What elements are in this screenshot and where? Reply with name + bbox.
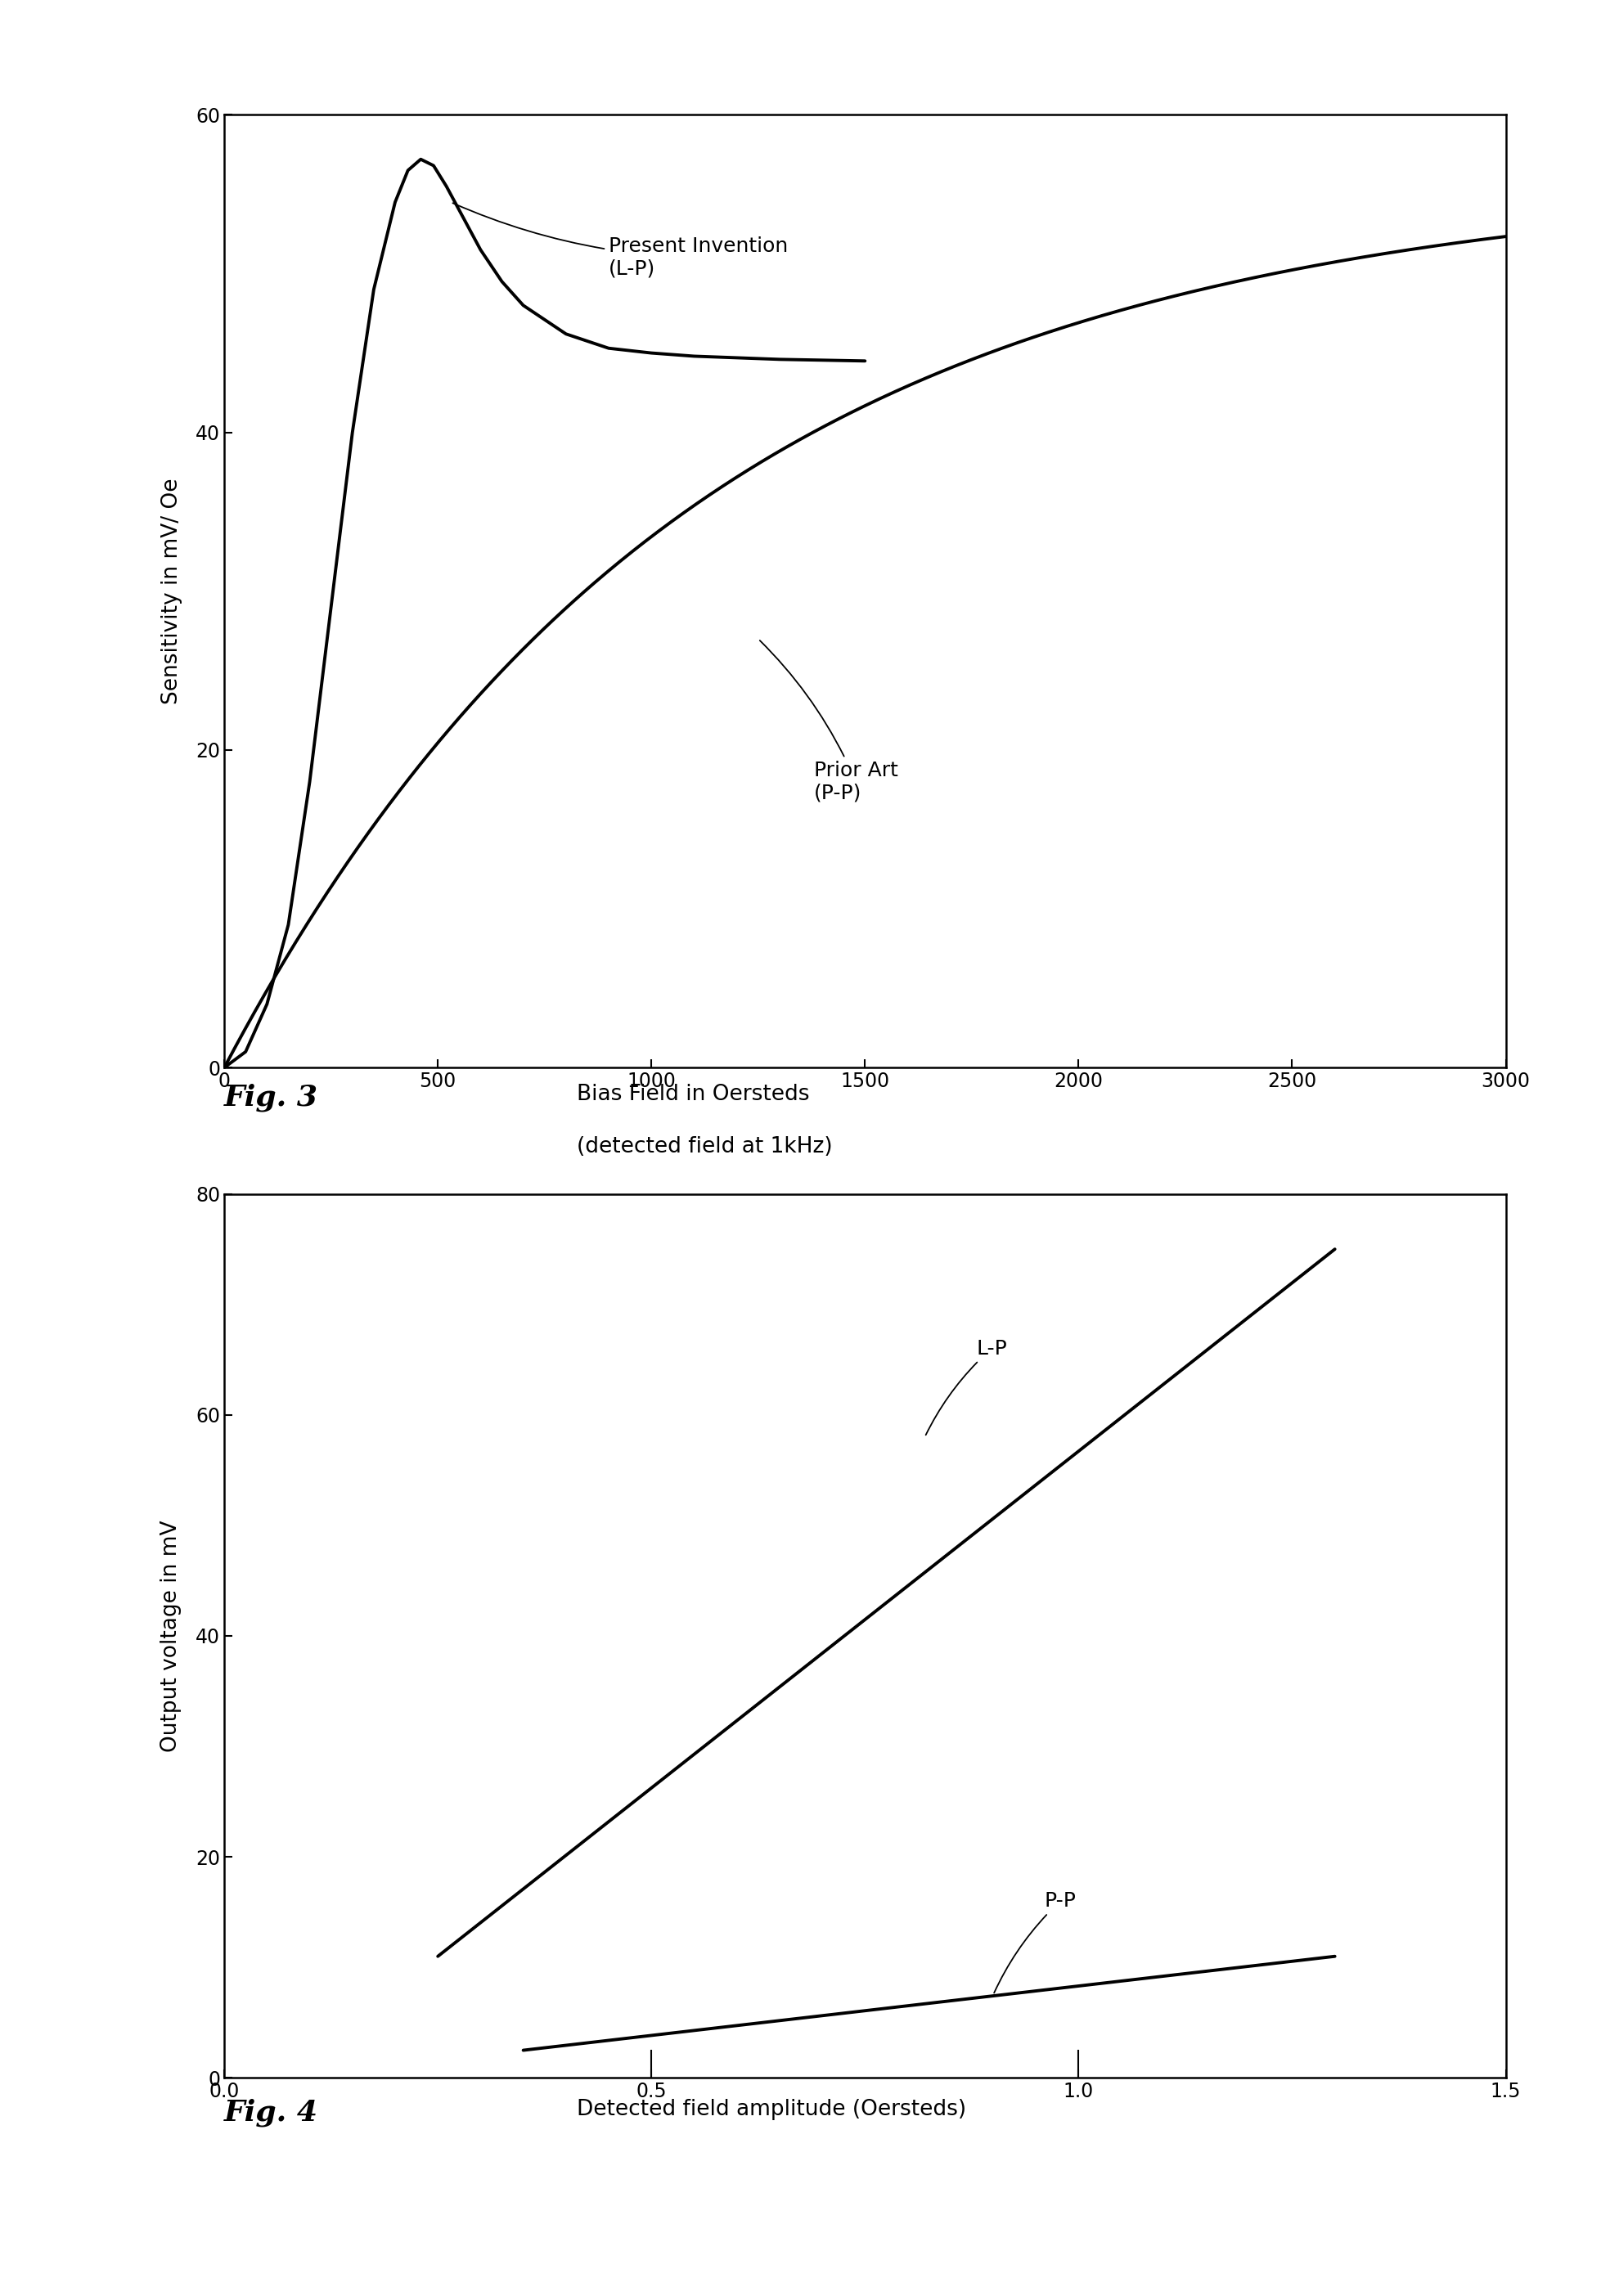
Text: Detected field amplitude (Oersteds): Detected field amplitude (Oersteds) — [576, 2099, 965, 2119]
Text: P-P: P-P — [994, 1892, 1076, 1993]
Text: L-P: L-P — [925, 1339, 1007, 1435]
Y-axis label: Sensitivity in mV/ Oe: Sensitivity in mV/ Oe — [160, 478, 183, 705]
Text: Prior Art
(P-P): Prior Art (P-P) — [759, 641, 898, 804]
Text: Present Invention
(L-P): Present Invention (L-P) — [453, 202, 788, 278]
Text: (detected field at 1kHz): (detected field at 1kHz) — [576, 1137, 833, 1157]
Text: Fig. 4: Fig. 4 — [224, 2099, 319, 2126]
Text: Fig. 3: Fig. 3 — [224, 1084, 319, 1111]
Y-axis label: Output voltage in mV: Output voltage in mV — [160, 1520, 183, 1752]
Text: Bias Field in Oersteds: Bias Field in Oersteds — [576, 1084, 809, 1104]
